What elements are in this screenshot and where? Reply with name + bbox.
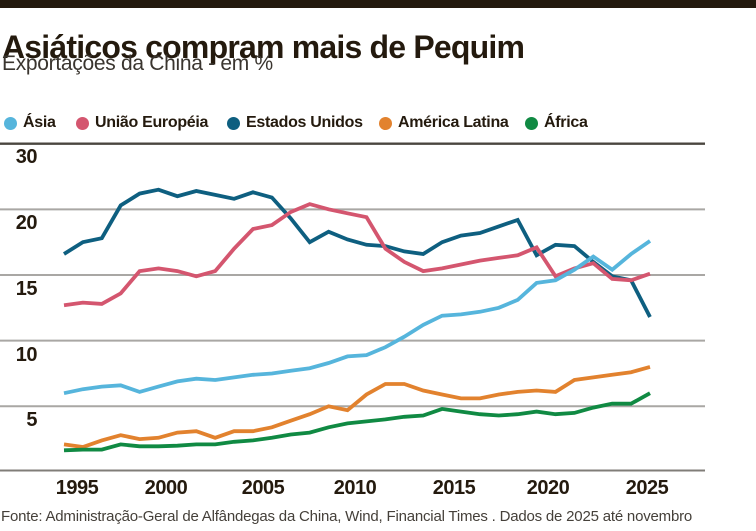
y-axis-tick-20: 20: [15, 212, 38, 234]
x-axis-tick-2005: 2005: [241, 477, 285, 499]
x-axis-tick-2025: 2025: [625, 477, 669, 499]
y-axis-tick-15: 15: [15, 278, 38, 300]
series-line-estados_unidos: [62, 187, 652, 318]
top-bar: [0, 0, 756, 8]
page-title: Asiáticos compram mais de Pequim: [2, 29, 525, 66]
series-line-america_latina: [63, 365, 651, 449]
x-axis-tick-1995: 1995: [55, 477, 99, 499]
legend-label-america-latina: América Latina: [398, 114, 509, 131]
legend-label-africa: África: [544, 114, 588, 131]
legend-item-africa: África: [525, 113, 588, 133]
series-line-africa: [63, 391, 651, 453]
series-line-asia: [63, 239, 652, 396]
x-axis-tick-2000: 2000: [144, 477, 188, 499]
legend-item-america-latina: América Latina: [379, 113, 509, 133]
asia-dot-icon: [4, 116, 17, 130]
x-axis-tick-2020: 2020: [526, 477, 570, 499]
america-latina-dot-icon: [379, 116, 392, 130]
legend-item-uniao-europeia: União Européia: [76, 113, 208, 133]
legend-item-estados-unidos: Estados Unidos: [227, 113, 363, 133]
page-subtitle: Exportações da China - em %: [2, 52, 273, 75]
legend-label-uniao-europeia: União Européia: [95, 114, 209, 131]
x-axis-tick-2010: 2010: [333, 477, 377, 499]
africa-dot-icon: [525, 116, 538, 130]
series-line-uniao_europeia: [63, 202, 651, 308]
y-axis-tick-30: 30: [15, 146, 38, 168]
y-axis-tick-5: 5: [26, 409, 37, 431]
estados-unidos-dot-icon: [227, 116, 240, 130]
legend-label-asia: Ásia: [23, 114, 56, 131]
legend-label-estados-unidos: Estados Unidos: [246, 114, 363, 131]
legend-item-asia: Ásia: [4, 113, 56, 133]
uniao-europeia-dot-icon: [76, 116, 89, 130]
legend: Ásia União Européia Estados Unidos Améri…: [0, 113, 756, 133]
x-axis-tick-2015: 2015: [432, 477, 476, 499]
source-note: Fonte: Administração-Geral de Alfândegas…: [1, 508, 693, 525]
y-axis-tick-10: 10: [15, 344, 38, 366]
